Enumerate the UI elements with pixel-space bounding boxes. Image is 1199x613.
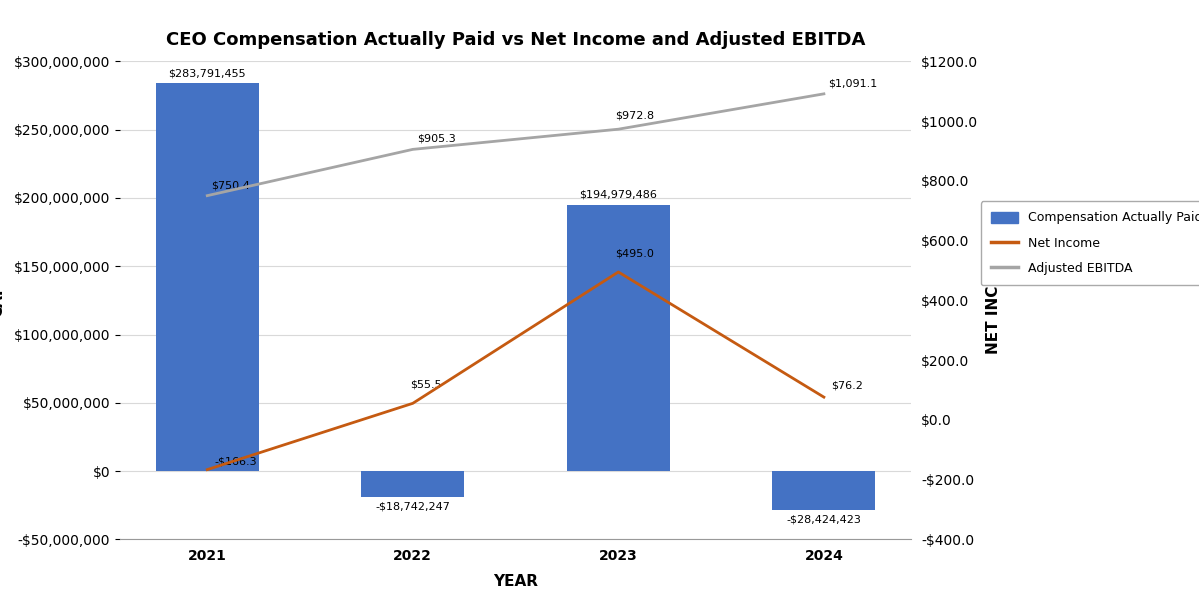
Text: $905.3: $905.3 — [417, 134, 456, 144]
Text: $495.0: $495.0 — [615, 248, 655, 258]
Text: $750.4: $750.4 — [211, 180, 251, 190]
Text: -$28,424,423: -$28,424,423 — [787, 515, 861, 525]
Text: $55.5: $55.5 — [410, 379, 441, 389]
Text: $1,091.1: $1,091.1 — [829, 78, 878, 88]
Text: $972.8: $972.8 — [615, 111, 655, 121]
Legend: Compensation Actually Paid to CEO, Net Income, Adjusted EBITDA: Compensation Actually Paid to CEO, Net I… — [981, 202, 1199, 286]
Bar — [361, 471, 464, 497]
Y-axis label: CAP: CAP — [0, 283, 5, 318]
Text: $283,791,455: $283,791,455 — [168, 69, 246, 78]
Text: $194,979,486: $194,979,486 — [579, 190, 657, 200]
Title: CEO Compensation Actually Paid vs Net Income and Adjusted EBITDA: CEO Compensation Actually Paid vs Net In… — [165, 31, 866, 48]
Text: -$166.3: -$166.3 — [215, 457, 257, 467]
Y-axis label: NET INCOME: NET INCOME — [987, 247, 1001, 354]
Text: -$18,742,247: -$18,742,247 — [375, 501, 451, 511]
Bar — [156, 83, 259, 471]
X-axis label: YEAR: YEAR — [493, 574, 538, 589]
Bar — [567, 205, 670, 471]
Text: $76.2: $76.2 — [831, 380, 863, 390]
Bar — [772, 471, 875, 510]
